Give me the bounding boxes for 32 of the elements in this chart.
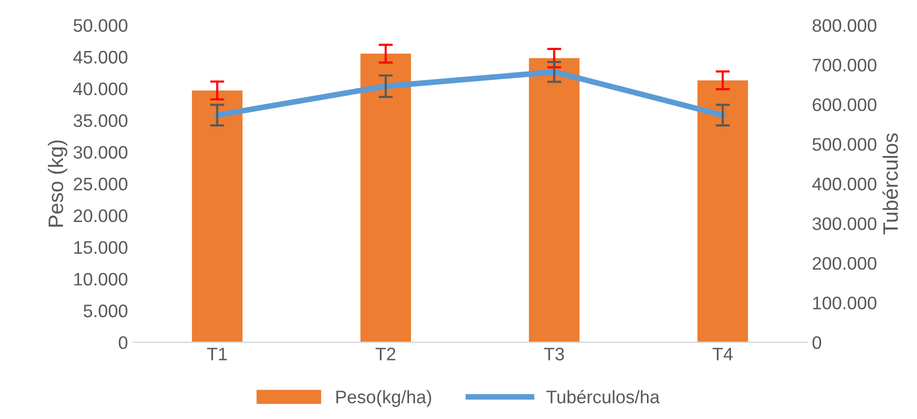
y-tick-label: 15.000 xyxy=(74,241,128,254)
bar xyxy=(528,58,580,342)
y2-tick-label: 400.000 xyxy=(812,178,876,190)
bar xyxy=(697,80,748,342)
y-tick-label: 5.000 xyxy=(84,304,128,318)
y2-tick-label: 600.000 xyxy=(812,98,876,112)
y-tick-label: 10.000 xyxy=(74,272,128,286)
y-tick-label: 25.000 xyxy=(74,178,128,190)
y2-tick-label: 300.000 xyxy=(812,217,876,230)
bar xyxy=(192,90,242,342)
x-tick-label: T3 xyxy=(544,348,564,360)
x-tick-label: T4 xyxy=(712,348,733,360)
y2-tick-label: 800.000 xyxy=(812,19,876,32)
y-tick-label: 40.000 xyxy=(73,82,128,96)
y-tick-label: 35.000 xyxy=(74,114,128,128)
y-tick-label: 20.000 xyxy=(74,209,128,222)
y2-tick-label: 200.000 xyxy=(812,256,876,270)
y2-tick-label: 100.000 xyxy=(813,296,876,310)
y-tick-label: 30.000 xyxy=(74,146,128,159)
y2-tick-label: 700.000 xyxy=(812,58,876,72)
x-tick-label: T1 xyxy=(207,348,227,360)
legend-label: Tubérculos/ha xyxy=(546,390,660,404)
x-tick-label: T2 xyxy=(376,348,396,360)
legend-label: Peso(kg/ha) xyxy=(336,390,432,407)
y-axis-title: Peso (kg) xyxy=(48,140,68,227)
y-tick-label: 0 xyxy=(118,336,128,350)
y2-axis-title: Tubérculos xyxy=(882,133,898,234)
bar xyxy=(360,54,411,342)
y2-tick-label: 0 xyxy=(812,336,822,350)
y-tick-label: 50.000 xyxy=(74,19,128,32)
y2-tick-label: 500.000 xyxy=(812,138,876,151)
y-tick-label: 45.000 xyxy=(73,50,128,64)
